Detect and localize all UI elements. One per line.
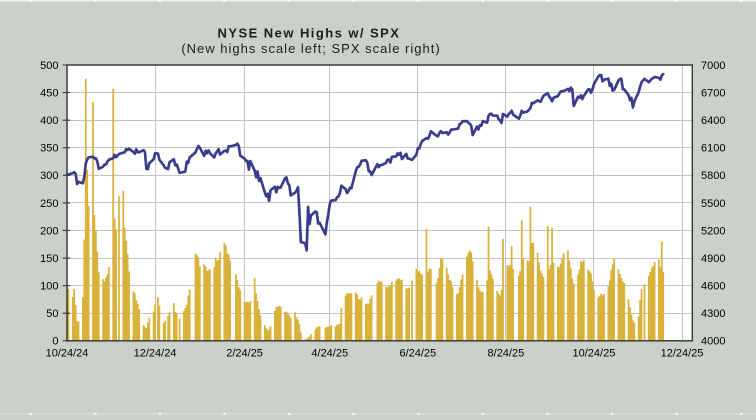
- svg-text:6100: 6100: [701, 143, 725, 155]
- svg-text:500: 500: [40, 60, 58, 72]
- svg-text:5500: 5500: [701, 198, 725, 210]
- svg-text:150: 150: [40, 253, 58, 265]
- svg-text:10/24/24: 10/24/24: [46, 348, 89, 360]
- svg-text:6700: 6700: [701, 87, 725, 99]
- svg-text:100: 100: [40, 281, 58, 293]
- svg-text:6400: 6400: [701, 115, 725, 127]
- svg-text:300: 300: [40, 170, 58, 182]
- svg-text:(New highs scale left; SPX sca: (New highs scale left; SPX scale right): [181, 41, 440, 56]
- svg-text:NYSE New Highs w/ SPX: NYSE New Highs w/ SPX: [218, 26, 401, 41]
- svg-text:4000: 4000: [701, 336, 725, 348]
- svg-text:2/24/25: 2/24/25: [226, 348, 263, 360]
- svg-text:10/24/25: 10/24/25: [573, 348, 616, 360]
- svg-text:450: 450: [40, 87, 58, 99]
- svg-text:50: 50: [46, 308, 58, 320]
- svg-text:7000: 7000: [701, 60, 725, 72]
- svg-text:400: 400: [40, 115, 58, 127]
- svg-text:4600: 4600: [701, 281, 725, 293]
- svg-text:12/24/24: 12/24/24: [134, 348, 177, 360]
- svg-text:4900: 4900: [701, 253, 725, 265]
- svg-text:8/24/25: 8/24/25: [488, 348, 525, 360]
- svg-text:250: 250: [40, 198, 58, 210]
- svg-text:5800: 5800: [701, 170, 725, 182]
- svg-text:6/24/25: 6/24/25: [399, 348, 436, 360]
- svg-text:4300: 4300: [701, 308, 725, 320]
- svg-text:350: 350: [40, 143, 58, 155]
- svg-text:4/24/25: 4/24/25: [311, 348, 348, 360]
- svg-text:12/24/25: 12/24/25: [661, 348, 704, 360]
- svg-text:5200: 5200: [701, 225, 725, 237]
- svg-text:0: 0: [52, 336, 58, 348]
- svg-text:200: 200: [40, 225, 58, 237]
